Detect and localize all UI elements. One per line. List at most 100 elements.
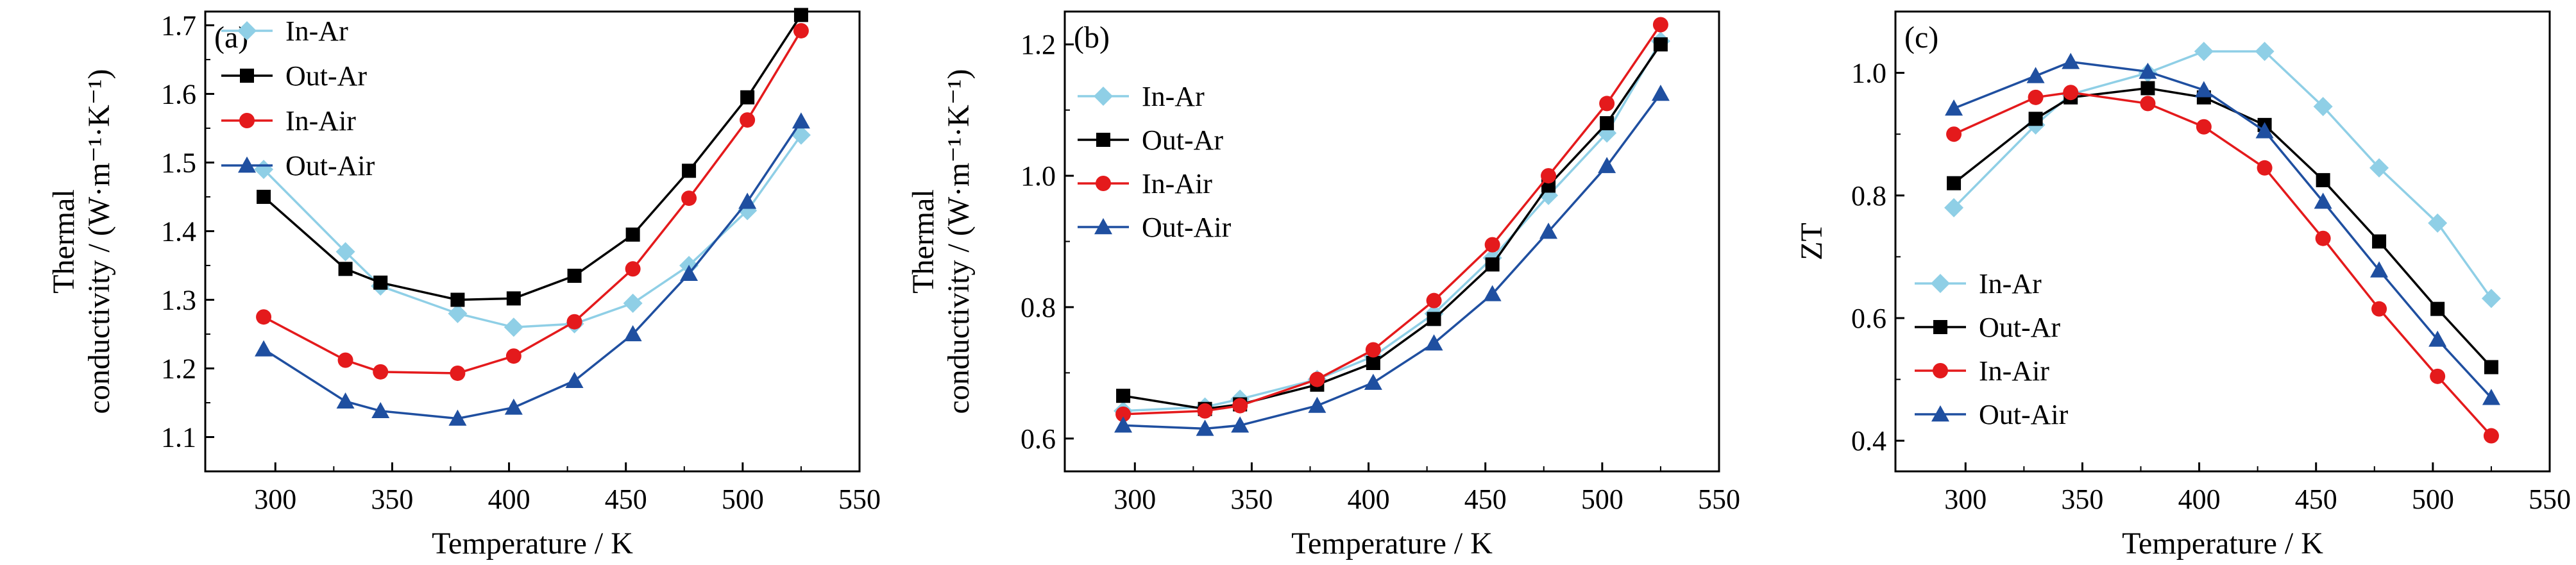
data-point — [1945, 99, 1963, 116]
data-point — [1947, 176, 1962, 190]
data-point — [1364, 373, 1382, 390]
series-out-air — [1945, 53, 2500, 405]
data-point — [2371, 301, 2387, 317]
y-tick-label: 0.8 — [1851, 180, 1886, 212]
data-point — [2196, 119, 2212, 135]
data-point — [1600, 116, 1614, 131]
x-axis-label: Temperature / K — [1291, 527, 1493, 561]
data-point — [2194, 81, 2213, 97]
x-tick-label: 450 — [2295, 484, 2337, 515]
x-tick-label: 450 — [1464, 484, 1507, 515]
data-point — [2139, 62, 2157, 79]
x-tick-label: 350 — [2061, 484, 2103, 515]
x-tick-label: 500 — [722, 484, 764, 515]
series-line — [1123, 40, 1662, 412]
data-point — [565, 371, 584, 388]
legend-label: Out-Ar — [285, 60, 367, 92]
legend-label: In-Ar — [285, 15, 348, 47]
data-point — [504, 398, 523, 415]
series-line — [1953, 60, 2493, 399]
y-tick-label: 0.6 — [1851, 303, 1886, 334]
x-tick-label: 400 — [2178, 484, 2221, 515]
data-point — [1599, 96, 1615, 112]
x-tick-label: 350 — [371, 484, 413, 515]
data-point — [1653, 37, 1668, 52]
legend-label: Out-Ar — [1142, 124, 1223, 156]
data-point — [793, 8, 808, 22]
data-point — [1308, 396, 1326, 413]
data-point — [2315, 230, 2331, 246]
data-point — [256, 309, 272, 325]
data-point — [505, 348, 521, 364]
plot-frame — [1894, 10, 2551, 473]
y-tick-label: 1.0 — [1021, 160, 1056, 192]
data-point — [1944, 198, 1964, 217]
series-line — [1123, 24, 1662, 416]
y-tick-label: 1.2 — [1021, 29, 1056, 60]
series-in-air — [1115, 17, 1668, 422]
data-point — [2062, 53, 2080, 69]
data-point — [1231, 416, 1250, 433]
data-point — [2140, 96, 2156, 112]
data-point — [2428, 330, 2447, 347]
legend-marker — [240, 69, 254, 83]
x-tick-label: 550 — [2529, 484, 2571, 515]
legend: In-Ar Out-Ar In-Air Out-Air — [221, 15, 375, 181]
legend: In-Ar Out-Ar In-Air Out-Air — [1915, 268, 2069, 430]
legend-marker — [239, 113, 255, 128]
series-line — [263, 121, 802, 420]
data-point — [1309, 371, 1325, 387]
x-tick-label: 400 — [488, 484, 530, 515]
data-point — [504, 317, 523, 337]
data-point — [740, 112, 756, 128]
data-point — [740, 90, 755, 105]
legend-marker — [1096, 176, 1111, 191]
data-point — [373, 364, 389, 380]
data-point — [1426, 292, 1442, 308]
legend-label: In-Ar — [1979, 268, 2042, 299]
data-point — [2430, 301, 2445, 316]
x-tick-label: 500 — [1581, 484, 1623, 515]
legend-marker — [1931, 274, 1950, 293]
data-point — [1484, 237, 1500, 253]
data-point — [1652, 17, 1668, 33]
series-in-air — [256, 22, 809, 381]
chart-panel-2: 300 350 400 450 500 550 0.6 0.8 1.0 1.2 Temperatur… — [906, 10, 1740, 561]
y-axis-label-line1: Thermal — [906, 189, 940, 294]
data-point — [623, 325, 642, 342]
data-point — [2194, 42, 2214, 62]
series-line — [1953, 91, 2493, 437]
x-tick-label: 300 — [1944, 484, 1987, 515]
x-axis-label: Temperature / K — [2122, 527, 2323, 561]
data-point — [1197, 403, 1213, 419]
data-point — [1366, 355, 1380, 370]
x-tick-label: 400 — [1348, 484, 1390, 515]
data-point — [2255, 42, 2275, 62]
legend-label: In-Air — [1142, 168, 1212, 199]
y-tick-label: 1.1 — [161, 421, 196, 453]
data-point — [2314, 192, 2332, 209]
data-point — [373, 275, 388, 290]
y-axis-label-line2: conductivity / (W·m⁻¹·K⁻¹) — [82, 69, 116, 414]
legend-marker — [238, 156, 256, 173]
data-point — [2316, 173, 2330, 187]
legend-marker — [1933, 320, 1947, 334]
legend-marker — [1931, 405, 1949, 422]
y-tick-label: 0.4 — [1851, 425, 1886, 457]
series-out-ar — [257, 8, 808, 307]
legend-label: In-Air — [1979, 355, 2049, 387]
data-point — [2483, 428, 2499, 444]
y-axis-label: ZT — [1795, 223, 1829, 260]
x-axis-label: Temperature / K — [432, 527, 633, 561]
x-tick-label: 300 — [1114, 484, 1156, 515]
data-point — [680, 264, 699, 281]
series-in-air — [1946, 85, 2499, 444]
y-axis-label-line2: conductivity / (W·m⁻¹·K⁻¹) — [942, 69, 976, 414]
y-tick-label: 1.4 — [161, 215, 196, 247]
legend: In-Ar Out-Ar In-Air Out-Air — [1078, 81, 1232, 243]
x-tick-label: 500 — [2412, 484, 2454, 515]
series-line — [262, 14, 802, 301]
series-line — [1953, 50, 2493, 299]
data-point — [1425, 334, 1443, 351]
y-axis-label-line1: Thermal — [47, 189, 81, 294]
